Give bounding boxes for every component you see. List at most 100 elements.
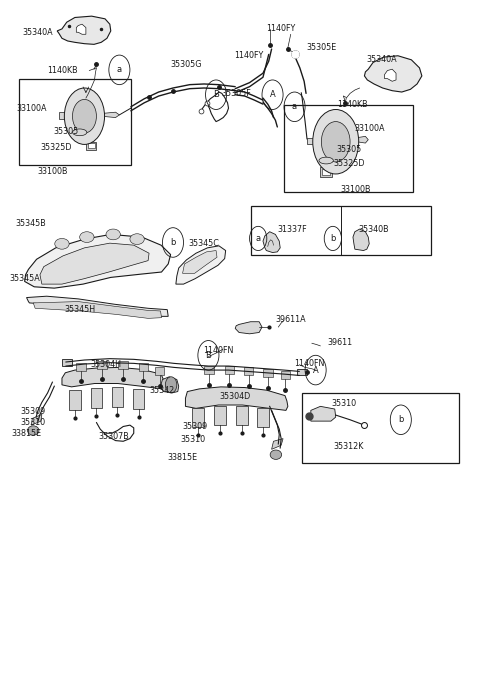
Polygon shape bbox=[160, 377, 179, 393]
Text: 35345B: 35345B bbox=[15, 219, 46, 228]
Text: 1140FY: 1140FY bbox=[266, 24, 296, 34]
Text: 35305G: 35305G bbox=[170, 60, 202, 69]
Text: 33100B: 33100B bbox=[37, 167, 68, 176]
Text: a: a bbox=[256, 234, 261, 243]
Text: 35309: 35309 bbox=[182, 422, 208, 431]
Text: 35345H: 35345H bbox=[65, 305, 96, 314]
Text: 33815E: 33815E bbox=[168, 453, 198, 462]
Polygon shape bbox=[244, 367, 253, 376]
Text: 35310: 35310 bbox=[332, 399, 357, 408]
Text: A: A bbox=[313, 365, 319, 375]
Polygon shape bbox=[176, 246, 226, 284]
Text: 35305: 35305 bbox=[53, 127, 79, 136]
Polygon shape bbox=[101, 112, 120, 118]
Polygon shape bbox=[263, 232, 280, 252]
Polygon shape bbox=[69, 390, 81, 411]
Polygon shape bbox=[353, 229, 369, 250]
Text: 1140KB: 1140KB bbox=[48, 66, 78, 75]
Text: 1140FN: 1140FN bbox=[204, 346, 234, 355]
Polygon shape bbox=[214, 406, 226, 425]
Text: 35310: 35310 bbox=[180, 435, 205, 444]
Polygon shape bbox=[57, 16, 111, 44]
Text: 35309: 35309 bbox=[21, 407, 46, 416]
Polygon shape bbox=[112, 387, 123, 407]
Polygon shape bbox=[133, 389, 144, 409]
Polygon shape bbox=[62, 367, 164, 389]
Circle shape bbox=[165, 377, 177, 393]
Text: 39611A: 39611A bbox=[275, 314, 306, 324]
Circle shape bbox=[313, 110, 359, 174]
Polygon shape bbox=[272, 439, 283, 450]
Text: 33100A: 33100A bbox=[355, 124, 385, 133]
Polygon shape bbox=[364, 56, 422, 92]
Text: 35307B: 35307B bbox=[98, 432, 129, 441]
Polygon shape bbox=[59, 112, 67, 119]
Polygon shape bbox=[192, 409, 204, 427]
Polygon shape bbox=[307, 138, 315, 145]
Ellipse shape bbox=[80, 232, 94, 242]
Polygon shape bbox=[97, 361, 107, 369]
Text: a: a bbox=[117, 65, 122, 75]
Text: 33100B: 33100B bbox=[341, 185, 371, 194]
Text: 39611: 39611 bbox=[327, 338, 353, 347]
Polygon shape bbox=[88, 143, 95, 149]
Text: 35310: 35310 bbox=[21, 418, 46, 427]
Polygon shape bbox=[298, 369, 307, 376]
Text: 33100A: 33100A bbox=[16, 104, 47, 113]
Text: A: A bbox=[270, 90, 276, 99]
Polygon shape bbox=[26, 296, 168, 316]
Text: 35340A: 35340A bbox=[367, 55, 397, 65]
Polygon shape bbox=[24, 234, 170, 288]
Text: 35345A: 35345A bbox=[9, 273, 40, 283]
Ellipse shape bbox=[55, 238, 69, 249]
Polygon shape bbox=[31, 415, 42, 425]
Polygon shape bbox=[225, 366, 234, 374]
Text: 35342: 35342 bbox=[150, 386, 175, 395]
Polygon shape bbox=[357, 137, 368, 143]
Text: b: b bbox=[170, 238, 176, 247]
Polygon shape bbox=[91, 388, 102, 408]
Text: 33815E: 33815E bbox=[11, 429, 41, 437]
Text: a: a bbox=[292, 102, 297, 111]
Text: 1140FN: 1140FN bbox=[295, 359, 325, 368]
Polygon shape bbox=[185, 387, 288, 411]
Polygon shape bbox=[236, 406, 248, 425]
Polygon shape bbox=[235, 322, 262, 334]
Polygon shape bbox=[257, 409, 269, 427]
Text: 35305F: 35305F bbox=[222, 89, 252, 98]
Text: 31337F: 31337F bbox=[277, 225, 307, 234]
Polygon shape bbox=[62, 359, 72, 366]
Polygon shape bbox=[155, 367, 164, 375]
Circle shape bbox=[64, 88, 105, 145]
Polygon shape bbox=[311, 406, 336, 421]
Bar bbox=[302, 393, 459, 463]
Polygon shape bbox=[384, 69, 396, 81]
Polygon shape bbox=[204, 366, 214, 374]
Text: 35305: 35305 bbox=[336, 145, 362, 153]
Text: b: b bbox=[398, 415, 404, 424]
Ellipse shape bbox=[106, 229, 120, 240]
Polygon shape bbox=[118, 361, 128, 369]
Polygon shape bbox=[281, 371, 290, 379]
Polygon shape bbox=[321, 168, 332, 176]
Bar bbox=[19, 79, 131, 165]
Polygon shape bbox=[33, 302, 161, 318]
Ellipse shape bbox=[27, 426, 39, 435]
Polygon shape bbox=[40, 243, 149, 284]
Polygon shape bbox=[139, 363, 148, 371]
Polygon shape bbox=[76, 363, 86, 371]
Text: 35340A: 35340A bbox=[22, 28, 53, 38]
Text: 35340B: 35340B bbox=[359, 225, 389, 234]
Text: 35312K: 35312K bbox=[333, 442, 363, 451]
Ellipse shape bbox=[72, 129, 87, 136]
Text: B: B bbox=[213, 90, 219, 99]
Polygon shape bbox=[263, 369, 273, 377]
Polygon shape bbox=[323, 169, 330, 175]
Circle shape bbox=[72, 100, 96, 133]
Text: B: B bbox=[205, 351, 211, 360]
Text: 35325D: 35325D bbox=[333, 159, 365, 168]
Polygon shape bbox=[76, 24, 86, 34]
Text: 1140FY: 1140FY bbox=[234, 51, 264, 61]
Ellipse shape bbox=[319, 157, 333, 164]
Text: 35325D: 35325D bbox=[40, 143, 72, 152]
